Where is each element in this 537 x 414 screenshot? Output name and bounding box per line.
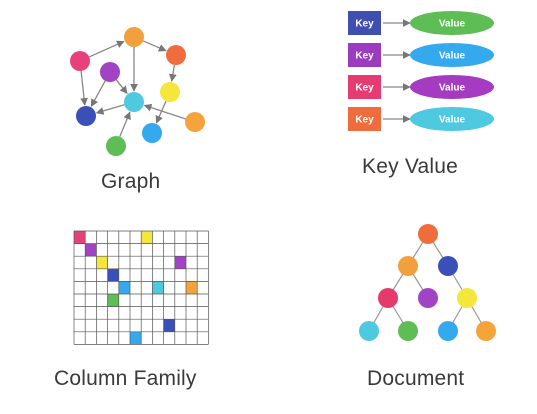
graph-diagram: [70, 27, 205, 156]
key-label: Key: [355, 83, 374, 94]
key-label: Key: [355, 115, 374, 126]
key-box: [348, 11, 381, 35]
document-node: [378, 288, 398, 308]
value-label: Value: [439, 19, 466, 30]
column-family-grid: [73, 230, 209, 345]
key-label: Key: [355, 19, 374, 30]
graph-node: [185, 112, 205, 132]
graph-caption: Graph: [101, 170, 161, 193]
column-family-cell: [186, 281, 198, 294]
key-box: [348, 43, 381, 67]
graph-node: [124, 92, 144, 112]
column-family-cell: [96, 256, 108, 269]
graph-edge: [95, 104, 125, 115]
document-node: [398, 256, 418, 276]
column-family-cell: [107, 268, 119, 282]
graph-edge: [119, 111, 131, 137]
graph-node: [160, 82, 180, 102]
graph-edge: [88, 40, 125, 58]
column-family-cell: [141, 231, 153, 244]
document-caption: Document: [367, 367, 465, 390]
graph-edge: [80, 70, 88, 106]
key-label: Key: [355, 51, 374, 62]
graph-node: [70, 51, 90, 71]
graph-node: [142, 123, 162, 143]
key-box: [348, 75, 381, 99]
value-label: Value: [439, 51, 466, 62]
document-node: [398, 321, 418, 341]
value-label: Value: [439, 115, 466, 126]
column-family-cell: [130, 331, 142, 345]
document-node: [476, 321, 496, 341]
value-ellipse: [410, 43, 494, 67]
value-ellipse: [410, 11, 494, 35]
key-value-caption: Key Value: [362, 155, 458, 178]
graph-node: [166, 45, 186, 65]
document-node: [359, 321, 379, 341]
graph-node: [106, 136, 126, 156]
column-family-panel: Column Family: [0, 207, 270, 414]
value-label: Value: [439, 83, 466, 94]
value-ellipse: [410, 75, 494, 99]
column-family-cell: [163, 319, 175, 332]
graph-edge: [115, 79, 128, 95]
document-node: [457, 288, 477, 308]
document-panel: Document: [270, 207, 537, 414]
document-node: [438, 256, 458, 276]
document-node: [418, 224, 438, 244]
document-node: [438, 321, 458, 341]
graph-panel: Graph: [0, 0, 270, 207]
column-family-cell: [74, 231, 86, 244]
value-ellipse: [410, 107, 494, 131]
column-family-cell: [118, 281, 130, 294]
key-box: [348, 107, 381, 131]
column-family-cell: [174, 256, 186, 269]
column-family-cell: [152, 281, 164, 294]
column-family-cell: [107, 294, 119, 307]
column-family-caption: Column Family: [54, 367, 197, 390]
document-tree: [359, 224, 496, 341]
graph-edge: [90, 80, 106, 108]
graph-edge: [155, 100, 167, 124]
graph-node: [100, 62, 120, 82]
graph-edge: [142, 40, 167, 52]
graph-edge: [169, 64, 177, 82]
key-value-panel: Key Value Key Value Key Value Key Value Key Val…: [270, 0, 537, 207]
document-node: [418, 288, 438, 308]
graph-edge: [143, 103, 186, 120]
key-value-diagram: Key Value Key Value Key Value Key Value: [348, 11, 494, 131]
graph-node: [124, 27, 144, 47]
column-family-cell: [85, 243, 97, 257]
graph-node: [76, 106, 96, 126]
